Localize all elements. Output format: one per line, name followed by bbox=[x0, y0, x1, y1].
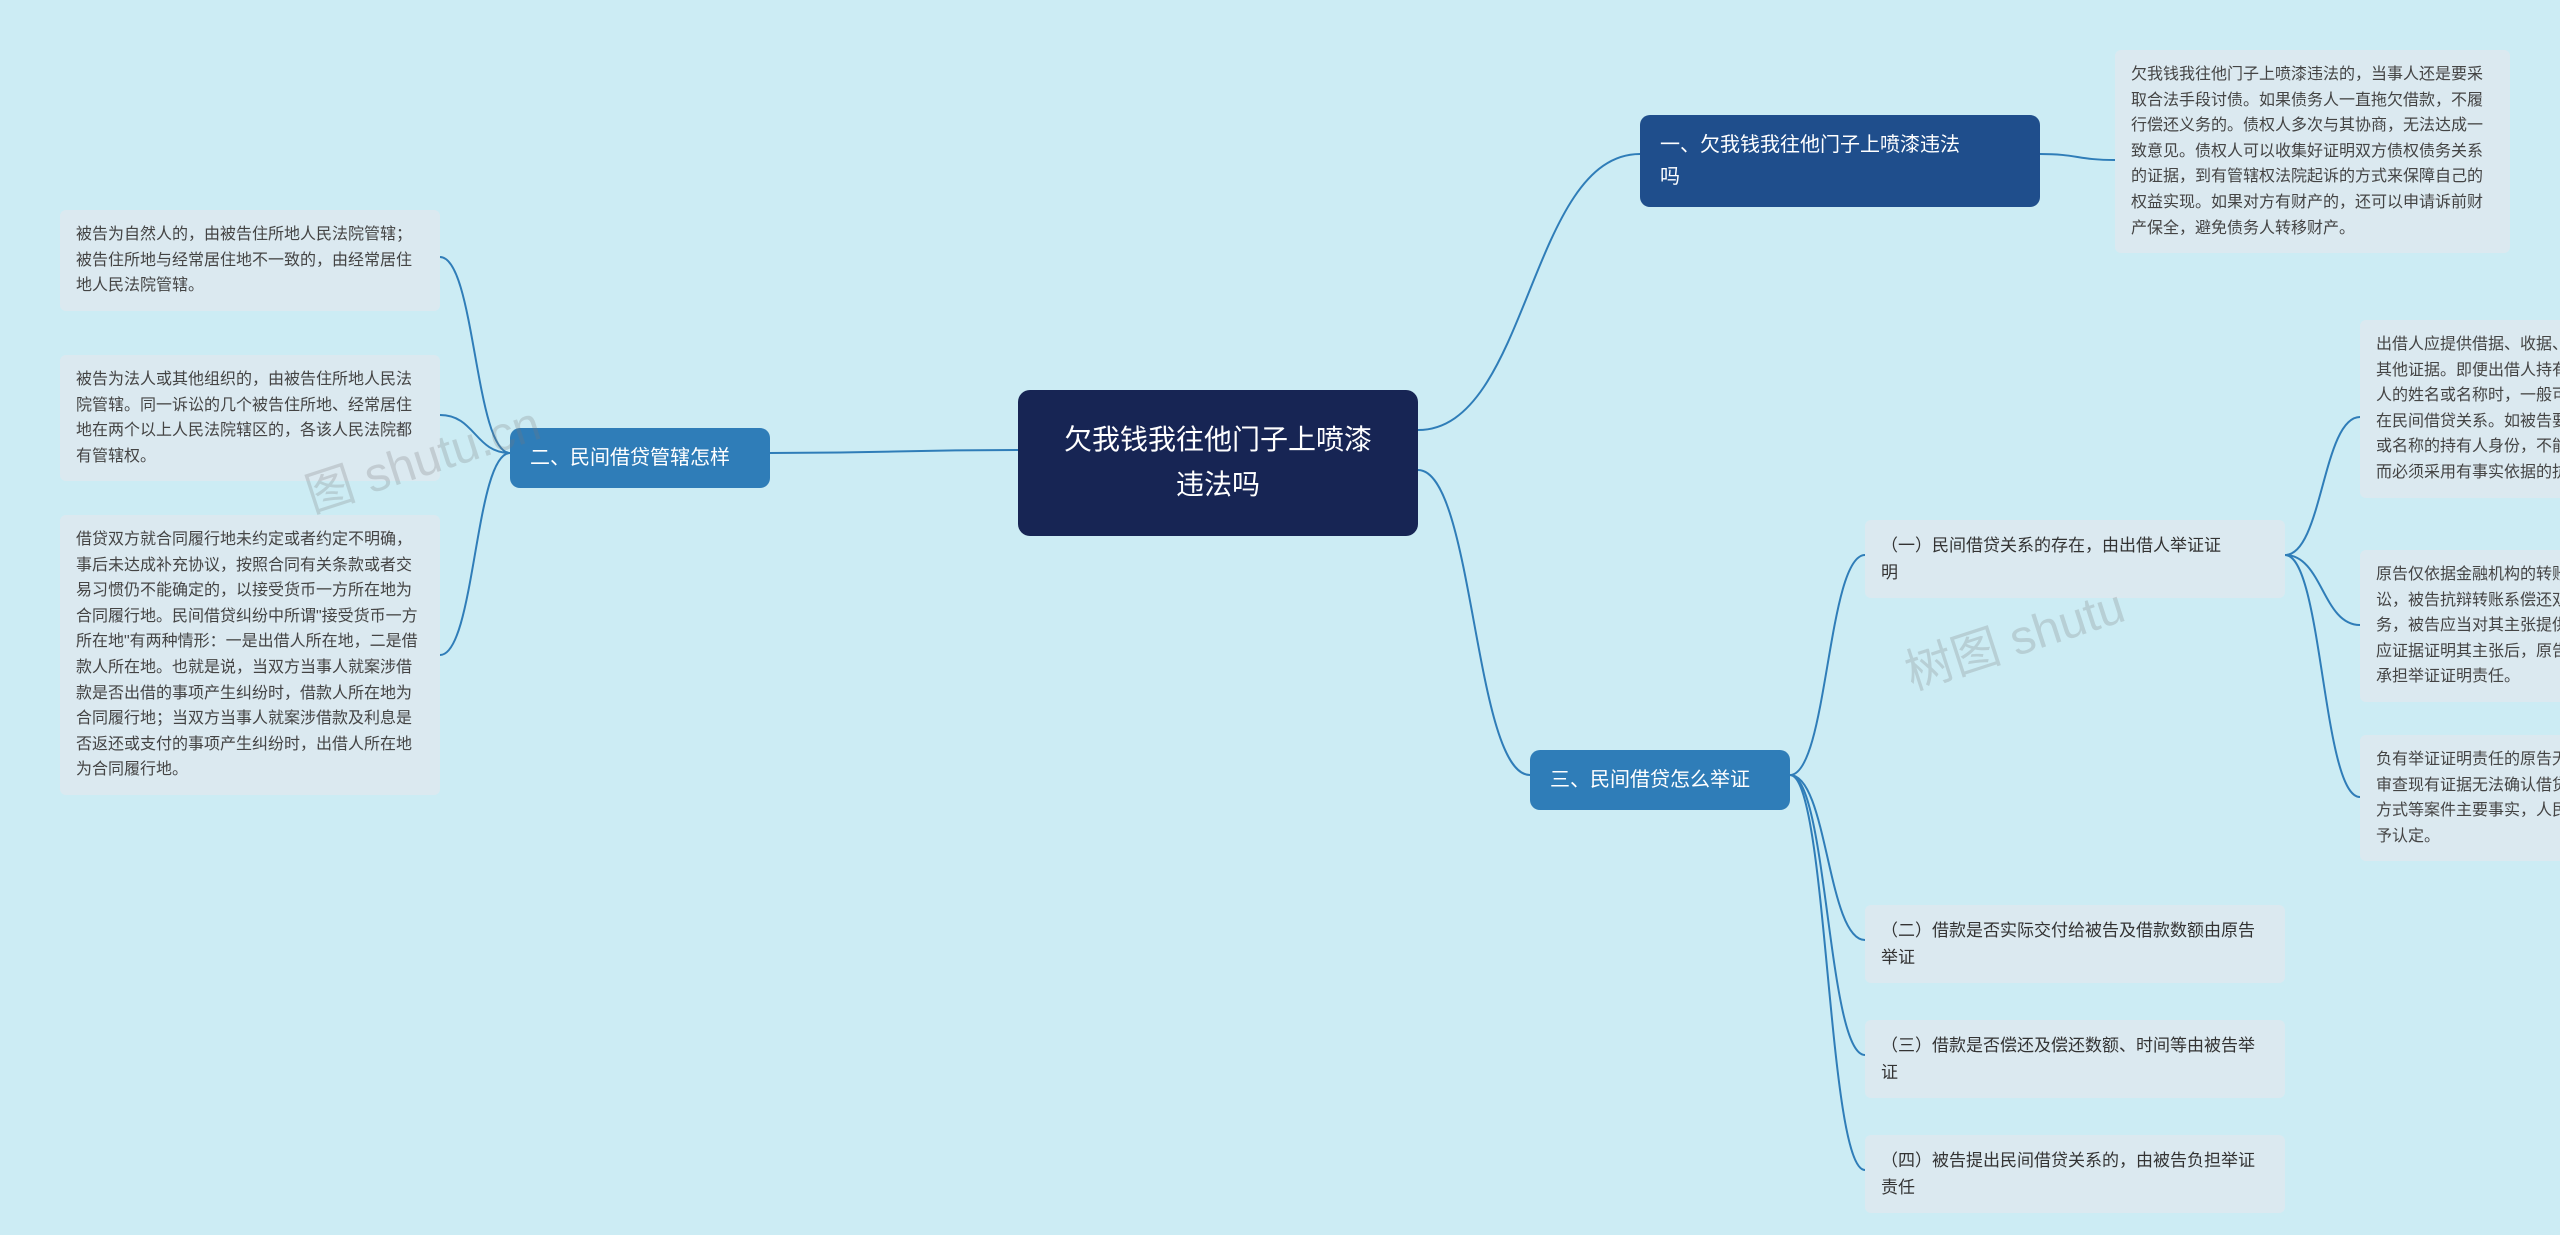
branch-3-sub-2: （二）借款是否实际交付给被告及借款数额由原告举证 bbox=[1865, 905, 2285, 983]
branch-1-leaf-text: 欠我钱我往他门子上喷漆违法的，当事人还是要采取合法手段讨债。如果债务人一直拖欠借… bbox=[2131, 66, 2483, 237]
branch-2-leaf-1: 被告为自然人的，由被告住所地人民法院管辖；被告住所地与经常居住地不一致的，由经常… bbox=[60, 210, 440, 311]
branch-2: 二、民间借贷管辖怎样 bbox=[510, 428, 770, 488]
b3s1l1-text: 出借人应提供借据、收据、欠条等债权凭证，或者其他证据。即便出借人持有的债权凭证上… bbox=[2376, 336, 2560, 481]
branch-1-leaf: 欠我钱我往他门子上喷漆违法的，当事人还是要采取合法手段讨债。如果债务人一直拖欠借… bbox=[2115, 50, 2510, 253]
branch-1: 一、欠我钱我往他门子上喷漆违法吗 bbox=[1640, 115, 2040, 207]
branch-3-text: 三、民间借贷怎么举证 bbox=[1550, 769, 1750, 791]
branch-3-sub-1-leaf-3: 负有举证证明责任的原告无正当理由拒不到庭，经审查现有证据无法确认借贷行为、借贷金… bbox=[2360, 735, 2560, 861]
branch-3-sub-3-text: （三）借款是否偿还及偿还数额、时间等由被告举证 bbox=[1881, 1036, 2255, 1082]
branch-1-text: 一、欠我钱我往他门子上喷漆违法吗 bbox=[1660, 134, 1960, 188]
root-node: 欠我钱我往他门子上喷漆违法吗 bbox=[1018, 390, 1418, 536]
branch-3-sub-3: （三）借款是否偿还及偿还数额、时间等由被告举证 bbox=[1865, 1020, 2285, 1098]
branch-3-sub-1-leaf-2: 原告仅依据金融机构的转账凭证提起民间借贷诉讼，被告抗辩转账系偿还双方之前借款或其… bbox=[2360, 550, 2560, 702]
branch-2-text: 二、民间借贷管辖怎样 bbox=[530, 447, 730, 469]
branch-2-leaf-2-text: 被告为法人或其他组织的，由被告住所地人民法院管辖。同一诉讼的几个被告住所地、经常… bbox=[76, 371, 412, 465]
branch-3-sub-2-text: （二）借款是否实际交付给被告及借款数额由原告举证 bbox=[1881, 921, 2255, 967]
branch-2-leaf-2: 被告为法人或其他组织的，由被告住所地人民法院管辖。同一诉讼的几个被告住所地、经常… bbox=[60, 355, 440, 481]
branch-3: 三、民间借贷怎么举证 bbox=[1530, 750, 1790, 810]
branch-3-sub-1-text: （一）民间借贷关系的存在，由出借人举证证明 bbox=[1881, 536, 2221, 582]
branch-2-leaf-3: 借贷双方就合同履行地未约定或者约定不明确，事后未达成补充协议，按照合同有关条款或… bbox=[60, 515, 440, 795]
branch-2-leaf-3-text: 借贷双方就合同履行地未约定或者约定不明确，事后未达成补充协议，按照合同有关条款或… bbox=[76, 531, 418, 778]
branch-3-sub-1-leaf-1: 出借人应提供借据、收据、欠条等债权凭证，或者其他证据。即便出借人持有的债权凭证上… bbox=[2360, 320, 2560, 498]
b3s1l2-text: 原告仅依据金融机构的转账凭证提起民间借贷诉讼，被告抗辩转账系偿还双方之前借款或其… bbox=[2376, 566, 2560, 685]
branch-3-sub-4: （四）被告提出民间借贷关系的，由被告负担举证责任 bbox=[1865, 1135, 2285, 1213]
root-text: 欠我钱我往他门子上喷漆违法吗 bbox=[1064, 424, 1372, 500]
branch-2-leaf-1-text: 被告为自然人的，由被告住所地人民法院管辖；被告住所地与经常居住地不一致的，由经常… bbox=[76, 226, 412, 294]
branch-3-sub-1: （一）民间借贷关系的存在，由出借人举证证明 bbox=[1865, 520, 2285, 598]
branch-3-sub-4-text: （四）被告提出民间借贷关系的，由被告负担举证责任 bbox=[1881, 1151, 2255, 1197]
b3s1l3-text: 负有举证证明责任的原告无正当理由拒不到庭，经审查现有证据无法确认借贷行为、借贷金… bbox=[2376, 751, 2560, 845]
